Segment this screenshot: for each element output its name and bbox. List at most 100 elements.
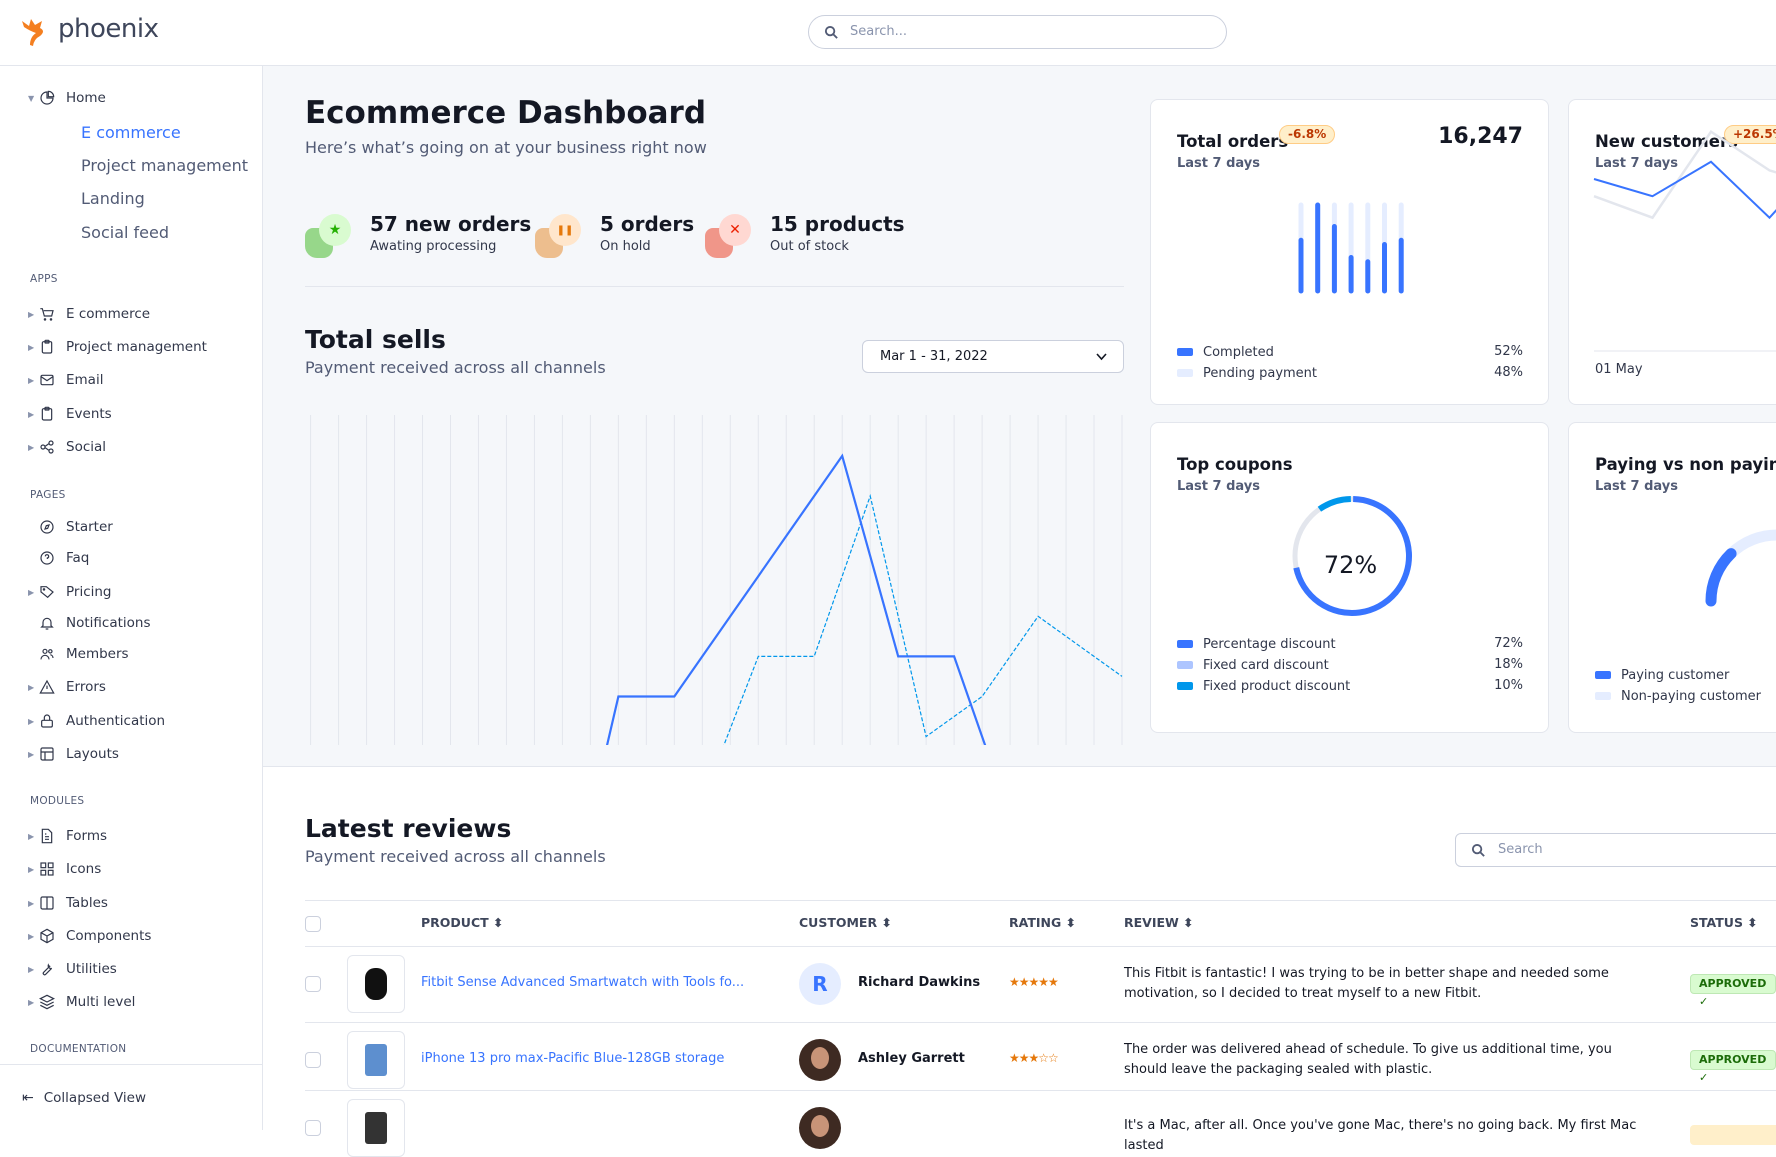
sidebar-item-errors[interactable]: ▶ Errors <box>28 679 106 695</box>
sidebar-item-utilities[interactable]: ▶ Utilities <box>28 961 117 977</box>
caret-right-icon: ▶ <box>28 342 35 352</box>
column-header-rating[interactable]: RATING ⬍ <box>1009 915 1077 930</box>
sidebar: ▼ Home E commerce Project management Landing… <box>0 66 263 1130</box>
sidebar-subitem-landing[interactable]: Landing <box>81 188 145 208</box>
sidebar-item-pricing[interactable]: ▶ Pricing <box>28 584 112 600</box>
top-coupons-title: Top coupons <box>1177 455 1293 474</box>
sidebar-subitem-social-feed[interactable]: Social feed <box>81 222 169 242</box>
column-header-product[interactable]: PRODUCT ⬍ <box>421 915 504 930</box>
sidebar-item-tables[interactable]: ▶ Tables <box>28 895 108 911</box>
legend-label: Paying customer <box>1621 667 1730 683</box>
column-header-customer[interactable]: CUSTOMER ⬍ <box>799 915 892 930</box>
row-checkbox[interactable] <box>305 976 321 992</box>
sidebar-item-e-commerce[interactable]: ▶ E commerce <box>28 306 151 322</box>
sidebar-subitem-e-commerce[interactable]: E commerce <box>81 122 181 142</box>
product-thumbnail[interactable] <box>347 1031 405 1089</box>
stat-1: ❚❚ 5 orders On hold <box>535 210 775 260</box>
sidebar-item-components[interactable]: ▶ Components <box>28 928 152 944</box>
review-text: It's a Mac, after all. Once you've gone … <box>1124 1118 1637 1153</box>
product-link[interactable]: iPhone 13 pro max-Pacific Blue-128GB sto… <box>421 1051 725 1066</box>
legend-swatch <box>1177 369 1193 377</box>
sidebar-item-members[interactable]: Members <box>0 642 262 666</box>
sidebar-item-icons[interactable]: ▶ Icons <box>28 861 102 877</box>
clipboard-icon <box>41 406 53 421</box>
sidebar-item-forms[interactable]: ▶ Forms <box>28 828 108 844</box>
x-icon: ✕ <box>705 210 755 260</box>
caret-right-icon: ▶ <box>28 898 35 908</box>
sidebar-item-events[interactable]: ▶ Events <box>28 406 112 422</box>
column-header-status[interactable]: STATUS ⬍ <box>1690 915 1758 930</box>
legend-value: 10% <box>1494 678 1523 693</box>
row-checkbox[interactable] <box>305 1052 321 1068</box>
paying-subtitle: Last 7 days <box>1595 479 1678 494</box>
caret-right-icon: ▶ <box>28 375 35 385</box>
clipboard-icon <box>41 339 53 354</box>
stats-divider <box>305 286 1124 287</box>
legend-swatch <box>1177 348 1193 356</box>
donut-center-label: 72% <box>1323 551 1378 579</box>
legend-swatch <box>1595 671 1611 679</box>
cart-icon <box>40 308 54 321</box>
product-thumbnail[interactable] <box>347 955 405 1013</box>
sidebar-item-social[interactable]: ▶ Social <box>28 439 107 455</box>
customer-name[interactable]: Ashley Garrett <box>858 1051 965 1066</box>
new-customers-badge: +26.5% <box>1724 125 1776 144</box>
date-range-select[interactable]: Mar 1 - 31, 2022 <box>862 340 1124 373</box>
sidebar-item-notifications[interactable]: Notifications <box>0 611 262 635</box>
rating-stars: ★★★★★ <box>1009 975 1059 989</box>
users-icon <box>40 648 54 660</box>
customer-avatar[interactable]: R <box>799 963 841 1005</box>
sidebar-item-email[interactable]: ▶ Email <box>28 372 104 388</box>
collapse-icon: ⇤ <box>22 1090 34 1106</box>
review-text: This Fitbit is fantastic! I was trying t… <box>1124 966 1609 1001</box>
column-header-review[interactable]: REVIEW ⬍ <box>1124 915 1194 930</box>
product-link[interactable]: Fitbit Sense Advanced Smartwatch with To… <box>421 975 745 990</box>
brand-name[interactable]: phoenix <box>58 14 159 44</box>
legend-pending: Pending payment <box>1177 364 1317 382</box>
caret-right-icon: ▶ <box>28 716 35 726</box>
sidebar-item-layouts[interactable]: ▶ Layouts <box>28 746 119 762</box>
caret-right-icon: ▶ <box>28 997 35 1007</box>
legend-item: Fixed card discount <box>1177 656 1329 674</box>
stat-title: 57 new orders <box>370 212 532 236</box>
row-checkbox[interactable] <box>305 1120 321 1136</box>
legend-value: 72% <box>1494 636 1523 651</box>
top-coupons-subtitle: Last 7 days <box>1177 479 1260 494</box>
top-coupons-donut-chart <box>1292 496 1412 616</box>
reviews-search-input[interactable]: Search <box>1455 833 1776 867</box>
legend-label: Non-paying customer <box>1621 688 1761 704</box>
avatar-initial: R <box>812 972 828 996</box>
customer-name[interactable]: Richard Dawkins <box>858 975 981 990</box>
grid-icon <box>40 862 54 876</box>
select-all-checkbox[interactable] <box>305 916 321 932</box>
collapse-view-button[interactable]: ⇤ Collapsed View <box>22 1088 146 1108</box>
customer-avatar[interactable] <box>799 1039 841 1081</box>
sidebar-item-faq[interactable]: Faq <box>0 546 262 570</box>
sidebar-item-home[interactable]: ▼ Home <box>28 90 106 106</box>
product-thumbnail[interactable] <box>347 1099 405 1157</box>
sidebar-subitem-project-management[interactable]: Project management <box>81 155 249 175</box>
legend-completed: Completed <box>1177 343 1274 361</box>
sidebar-item-starter[interactable]: Starter <box>0 515 262 539</box>
sidebar-item-project-management[interactable]: ▶ Project management <box>28 339 207 355</box>
caret-right-icon: ▶ <box>28 409 35 419</box>
legend-paying: Paying customer <box>1595 666 1729 684</box>
sidebar-item-authentication[interactable]: ▶ Authentication <box>28 713 166 729</box>
caret-right-icon: ▶ <box>28 587 35 597</box>
global-search-input[interactable]: Search... <box>808 15 1227 49</box>
paying-title: Paying vs non paying <box>1595 455 1776 474</box>
series-line-solid <box>605 453 987 745</box>
gauge-value <box>1705 548 1737 607</box>
caret-right-icon: ▶ <box>28 831 35 841</box>
legend-swatch <box>1177 640 1193 648</box>
new-customers-line-chart <box>1593 129 1776 352</box>
table-top-border <box>305 900 1776 901</box>
phoenix-logo-icon[interactable] <box>20 17 50 47</box>
sidebar-item-multi-level[interactable]: ▶ Multi level <box>28 994 136 1010</box>
legend-completed-value: 52% <box>1494 344 1523 359</box>
row-divider <box>305 1090 1776 1091</box>
search-placeholder: Search... <box>850 24 908 39</box>
collapse-label: Collapsed View <box>43 1090 146 1106</box>
sidebar-section-title: APPS <box>30 273 58 285</box>
customer-avatar[interactable] <box>799 1107 841 1149</box>
